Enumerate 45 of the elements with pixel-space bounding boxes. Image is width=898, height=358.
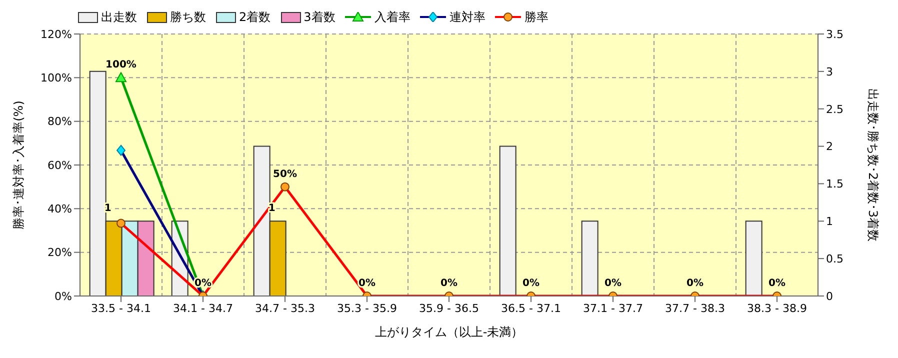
x-tick-label: 35.3 - 35.9 — [337, 302, 397, 315]
data-label: 50% — [273, 168, 297, 180]
y2-tick-label: 1.5 — [826, 178, 844, 191]
y-tick-label: 80% — [48, 115, 72, 128]
data-label: 100% — [106, 60, 136, 71]
y-tick-label: 20% — [48, 246, 72, 260]
legend-label: 連対率 — [448, 8, 486, 26]
x-tick-label: 36.5 - 37.1 — [501, 302, 561, 315]
x-tick-label: 37.7 - 38.3 — [665, 302, 725, 315]
y2-tick-label: 0 — [826, 290, 833, 303]
bar — [745, 220, 762, 296]
data-label: 0% — [686, 278, 704, 289]
x-tick-label: 34.7 - 35.3 — [255, 302, 315, 315]
bar — [581, 220, 598, 296]
y2-axis-title: 出走数･勝ち数･2着数･3着数 — [866, 88, 880, 242]
y2-tick-label: 1 — [826, 215, 833, 228]
x-tick-label: 38.3 - 38.9 — [747, 302, 807, 315]
y2-tick-label: 3.5 — [826, 28, 844, 41]
y2-tick-label: 2.5 — [826, 102, 844, 116]
y2-tick-label: 2 — [826, 140, 833, 154]
x-tick-label: 34.1 - 34.7 — [173, 302, 233, 315]
data-label: 0% — [604, 278, 622, 289]
legend-label: 勝率 — [523, 8, 548, 26]
y2-tick-label: 3 — [826, 65, 833, 78]
x-tick-label: 33.5 - 34.1 — [91, 302, 151, 315]
x-axis-title: 上がりタイム（以上-未満） — [374, 325, 524, 339]
data-label: 0% — [358, 278, 376, 289]
y-tick-label: 60% — [48, 158, 72, 172]
legend-label: 2着数 — [238, 8, 271, 26]
legend-label: 入着率 — [373, 8, 410, 26]
x-tick-label: 37.1 - 37.7 — [583, 302, 643, 315]
data-label: 0% — [440, 278, 458, 289]
y-tick-label: 120% — [40, 28, 72, 41]
legend-label: 出走数 — [100, 8, 137, 26]
y2-tick-label: 0.5 — [826, 252, 844, 266]
x-tick-label: 35.9 - 36.5 — [419, 302, 479, 315]
y-axis-title: 勝率･連対率･入着率(%) — [11, 100, 26, 230]
y-tick-label: 0% — [54, 290, 72, 303]
data-label: 0% — [768, 278, 786, 289]
y-tick-label: 100% — [40, 72, 72, 85]
legend-label: 3着数 — [302, 8, 336, 26]
y-tick-label: 40% — [48, 202, 72, 216]
bar — [499, 146, 516, 296]
data-label: 0% — [522, 278, 540, 289]
legend-label: 勝ち数 — [169, 8, 206, 26]
